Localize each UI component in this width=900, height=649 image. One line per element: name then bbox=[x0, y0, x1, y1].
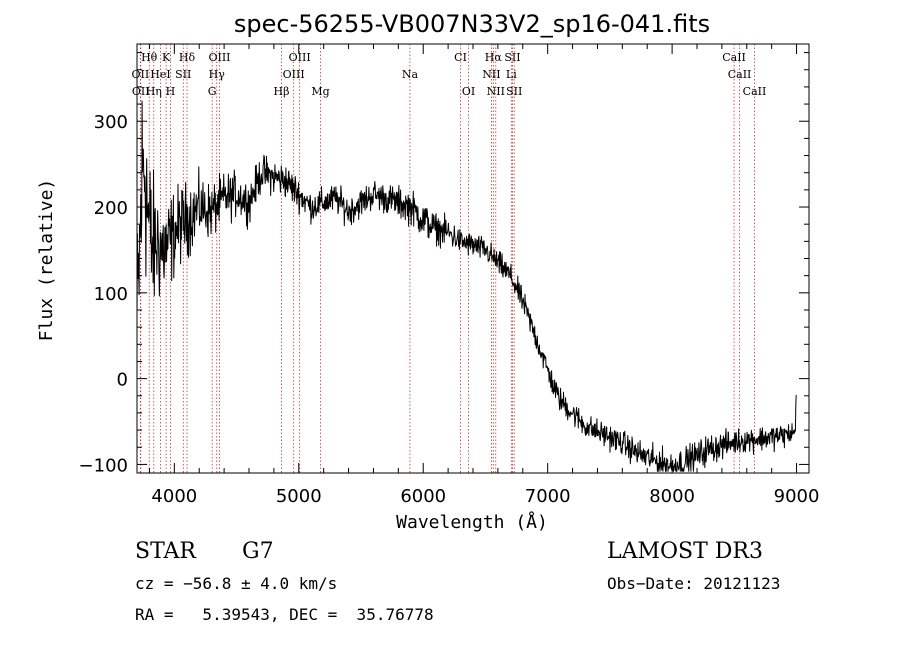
spectral-subclass: G7 bbox=[242, 539, 274, 564]
y-tick-label: 0 bbox=[117, 370, 128, 391]
y-tick-label: −100 bbox=[79, 455, 128, 476]
line-marker-label: Hδ bbox=[179, 51, 196, 64]
observation-date: Obs−Date: 20121123 bbox=[607, 574, 780, 593]
object-class: STAR bbox=[135, 539, 197, 564]
line-marker-label: OII bbox=[132, 85, 150, 98]
line-marker-label: K bbox=[162, 51, 171, 64]
line-marker-label: OIII bbox=[289, 51, 311, 64]
line-marker-label: SII bbox=[506, 85, 522, 98]
chart-title: spec-56255-VB007N33V2_sp16-041.fits bbox=[234, 10, 710, 38]
line-marker-label: Hγ bbox=[209, 68, 226, 81]
line-marker-label: G bbox=[208, 85, 217, 98]
survey-name: LAMOST DR3 bbox=[607, 539, 763, 564]
x-tick-label: 5000 bbox=[276, 486, 322, 507]
x-axis-ticks: 4000 5000 6000 7000 8000 9000 bbox=[148, 44, 820, 507]
line-marker-label: Mg bbox=[311, 85, 329, 98]
line-marker-label: HeI bbox=[150, 68, 170, 81]
x-tick-label: 8000 bbox=[649, 486, 695, 507]
line-marker-label: Hα bbox=[485, 51, 503, 64]
y-axis-label: Flux (relative) bbox=[36, 179, 57, 342]
line-marker-label: CaII bbox=[728, 68, 752, 81]
x-tick-label: 4000 bbox=[151, 486, 197, 507]
line-marker-label: Hθ bbox=[141, 51, 158, 64]
spectrum-series bbox=[136, 100, 797, 472]
line-marker-label: OI bbox=[462, 85, 475, 98]
line-marker-label: Na bbox=[402, 68, 419, 81]
line-marker-label: Hβ bbox=[274, 85, 290, 98]
line-marker-label: Hη bbox=[146, 85, 162, 98]
line-marker-label: SII bbox=[504, 51, 520, 64]
y-tick-label: 200 bbox=[94, 198, 128, 219]
x-tick-label: 7000 bbox=[525, 486, 571, 507]
line-marker-label: OIII bbox=[283, 68, 305, 81]
line-marker-label: CaII bbox=[722, 51, 746, 64]
line-marker-label: SII bbox=[175, 68, 191, 81]
line-marker-label: NII bbox=[487, 85, 505, 98]
x-axis-label: Wavelength (Å) bbox=[396, 511, 548, 533]
line-marker-label: CaII bbox=[743, 85, 767, 98]
line-marker-label: Li bbox=[506, 68, 517, 81]
ra-dec-coordinates: RA = 5.39543, DEC = 35.76778 bbox=[135, 605, 434, 624]
redshift-velocity: cz = −56.8 ± 4.0 km/s bbox=[135, 574, 337, 593]
x-tick-label: 9000 bbox=[774, 486, 820, 507]
line-marker-label: H bbox=[166, 85, 176, 98]
line-marker-label: OIII bbox=[208, 51, 230, 64]
y-tick-label: 100 bbox=[94, 284, 128, 305]
y-axis-ticks: −100 0 100 200 300 bbox=[79, 52, 809, 476]
line-marker-label: NII bbox=[482, 68, 500, 81]
line-marker-label: OII bbox=[132, 68, 150, 81]
line-marker-label: CI bbox=[454, 51, 467, 64]
x-tick-label: 6000 bbox=[400, 486, 446, 507]
flux-series-line bbox=[136, 100, 797, 472]
y-tick-label: 300 bbox=[94, 112, 128, 133]
